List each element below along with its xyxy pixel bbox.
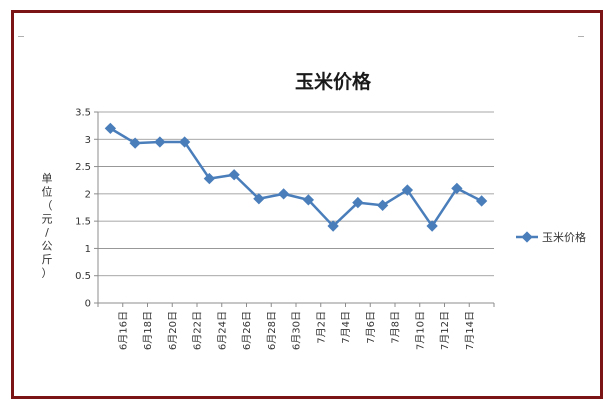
x-tick-label: 6月30日 <box>291 311 303 350</box>
data-point <box>376 199 389 211</box>
y-tick-label: 3.5 <box>75 108 91 119</box>
y-tick-label: 2 <box>85 189 91 200</box>
data-point <box>352 196 364 209</box>
data-point <box>178 136 191 148</box>
x-tick-label: 7月2日 <box>315 311 327 344</box>
y-tick-label: 3 <box>85 135 91 146</box>
x-tick-label: 6月22日 <box>192 311 204 350</box>
x-tick-label: 6月24日 <box>216 311 228 350</box>
x-tick-label: 6月26日 <box>241 311 253 350</box>
x-tick-label: 6月20日 <box>167 311 179 350</box>
legend: 玉米价格 <box>516 230 586 244</box>
series-line <box>109 127 483 228</box>
y-tick-label: 1.5 <box>75 217 91 228</box>
chart-title: 玉米价格 <box>295 70 372 93</box>
x-tick-label: 7月12日 <box>439 311 451 350</box>
x-tick-label: 6月18日 <box>142 311 154 350</box>
legend-marker-icon <box>521 231 533 243</box>
x-tick-label: 7月6日 <box>365 311 377 344</box>
frame-marker-left <box>18 36 24 37</box>
chart-frame <box>11 10 603 399</box>
y-tick-label: 2.5 <box>75 162 91 173</box>
y-tick-label: 1 <box>85 244 91 255</box>
frame-marker-right <box>578 36 584 37</box>
y-tick-label: 0.5 <box>75 271 91 282</box>
data-point <box>129 137 141 149</box>
x-tick-label: 7月14日 <box>464 311 476 350</box>
y-axis-label: 单位（元/公斤） <box>42 172 53 280</box>
x-tick-label: 7月8日 <box>390 311 402 344</box>
y-axis-ticks: 0 0.5 1 1.5 2 2.5 3 3.5 <box>75 108 99 310</box>
data-point <box>203 172 216 185</box>
data-point <box>327 220 339 232</box>
x-tick-label: 6月28日 <box>266 311 278 350</box>
data-point <box>104 122 117 135</box>
x-tick-label: 6月16日 <box>117 311 129 350</box>
y-tick-label: 0 <box>85 299 91 310</box>
data-point <box>401 184 414 196</box>
data-point <box>253 193 265 205</box>
legend-entry: 玉米价格 <box>542 230 586 244</box>
x-tick-label: 7月4日 <box>340 311 352 344</box>
data-point <box>277 188 290 200</box>
data-point <box>154 136 166 148</box>
data-point <box>426 220 438 232</box>
x-tick-label: 7月10日 <box>414 311 426 350</box>
data-point <box>475 195 488 207</box>
x-axis-ticks: 6月16日 6月18日 6月20日 6月22日 6月24日 6月26日 6月28日 6月30日… <box>97 303 495 350</box>
data-point <box>302 194 315 206</box>
data-point <box>228 169 240 181</box>
data-point <box>451 182 463 195</box>
